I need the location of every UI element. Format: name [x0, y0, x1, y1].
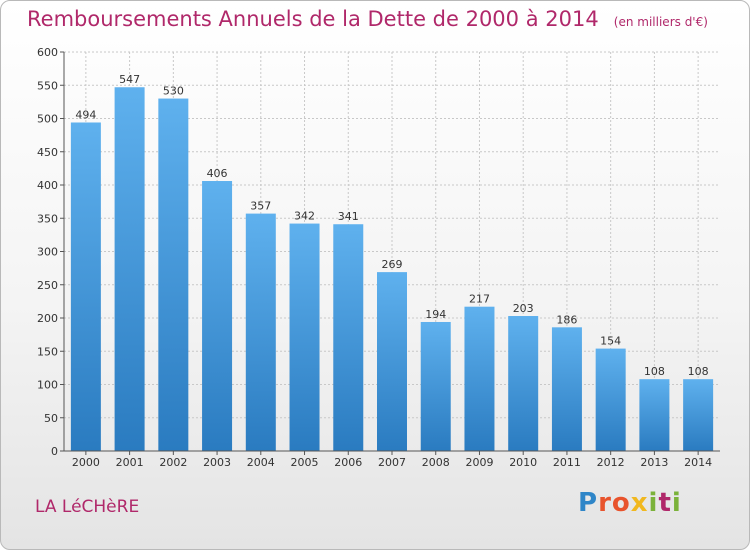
data-label: 494 [75, 108, 96, 121]
logo-letter: i [671, 488, 682, 518]
logo-letter: o [611, 488, 631, 518]
y-tick-label: 0 [51, 445, 58, 458]
x-tick-label: 2012 [597, 456, 625, 469]
data-label: 269 [382, 258, 403, 271]
x-tick-label: 2013 [640, 456, 668, 469]
data-label: 203 [513, 302, 534, 315]
y-tick-label: 600 [37, 46, 58, 59]
y-tick-label: 450 [37, 146, 58, 159]
data-label: 342 [294, 210, 315, 223]
data-label: 357 [250, 200, 271, 213]
y-tick-label: 300 [37, 246, 58, 259]
logo-letter: P [578, 488, 599, 518]
y-tick-label: 200 [37, 312, 58, 325]
data-label: 186 [556, 313, 577, 326]
x-tick-label: 2005 [291, 456, 319, 469]
data-label: 530 [163, 85, 184, 98]
bar [377, 272, 407, 451]
bar [595, 348, 626, 451]
y-tick-label: 250 [37, 279, 58, 292]
y-tick-label: 50 [44, 412, 58, 425]
logo-letter: r [598, 488, 612, 518]
x-tick-label: 2004 [247, 456, 275, 469]
x-tick-label: 2008 [422, 456, 450, 469]
data-label: 341 [338, 210, 359, 223]
data-label: 547 [119, 73, 140, 86]
data-label: 108 [688, 365, 709, 378]
axes: 0 50 100 150 200 250 300 350 400 450 500 550 600 2000… [37, 46, 720, 469]
logo-letter: x [630, 488, 649, 518]
bar [114, 87, 145, 452]
y-tick-label: 400 [37, 179, 58, 192]
data-label: 406 [207, 167, 228, 180]
bar [289, 223, 320, 451]
bar [245, 213, 276, 451]
bar [683, 379, 714, 451]
y-tick-label: 500 [37, 113, 58, 126]
bar [158, 98, 189, 452]
data-label: 194 [425, 308, 446, 321]
x-tick-label: 2001 [116, 456, 144, 469]
proxiti-logo: Proxiti [578, 488, 682, 518]
x-tick-label: 2002 [159, 456, 187, 469]
y-tick-label: 100 [37, 379, 58, 392]
bar [639, 379, 670, 451]
x-tick-label: 2014 [684, 456, 712, 469]
logo-letter: t [658, 488, 672, 518]
x-tick-label: 2003 [203, 456, 231, 469]
x-tick-label: 2010 [509, 456, 537, 469]
x-tick-label: 2006 [334, 456, 362, 469]
bars [70, 87, 714, 452]
data-label: 108 [644, 365, 665, 378]
bar [551, 327, 582, 451]
x-tick-label: 2009 [465, 456, 493, 469]
x-tick-label: 2007 [378, 456, 406, 469]
x-tick-label: 2000 [72, 456, 100, 469]
bar [333, 224, 364, 451]
data-labels: 494 547 530 406 357 342 341 269 194 217 203 186 154 1… [75, 73, 708, 378]
data-label: 154 [600, 335, 621, 348]
bar [202, 181, 233, 451]
y-tick-label: 350 [37, 212, 58, 225]
bar [464, 306, 495, 451]
chart-title: Remboursements Annuels de la Dette de 20… [27, 7, 599, 31]
title-row: Remboursements Annuels de la Dette de 20… [27, 7, 708, 31]
bar [70, 122, 101, 452]
bar [420, 321, 451, 451]
commune-name: LA LéCHèRE [35, 497, 140, 517]
data-label: 217 [469, 293, 490, 306]
bar [508, 316, 539, 451]
y-tick-label: 550 [37, 79, 58, 92]
chart-unit: (en milliers d'€) [613, 15, 708, 29]
y-tick-label: 150 [37, 345, 58, 358]
logo-letter: i [648, 488, 659, 518]
x-tick-label: 2011 [553, 456, 581, 469]
